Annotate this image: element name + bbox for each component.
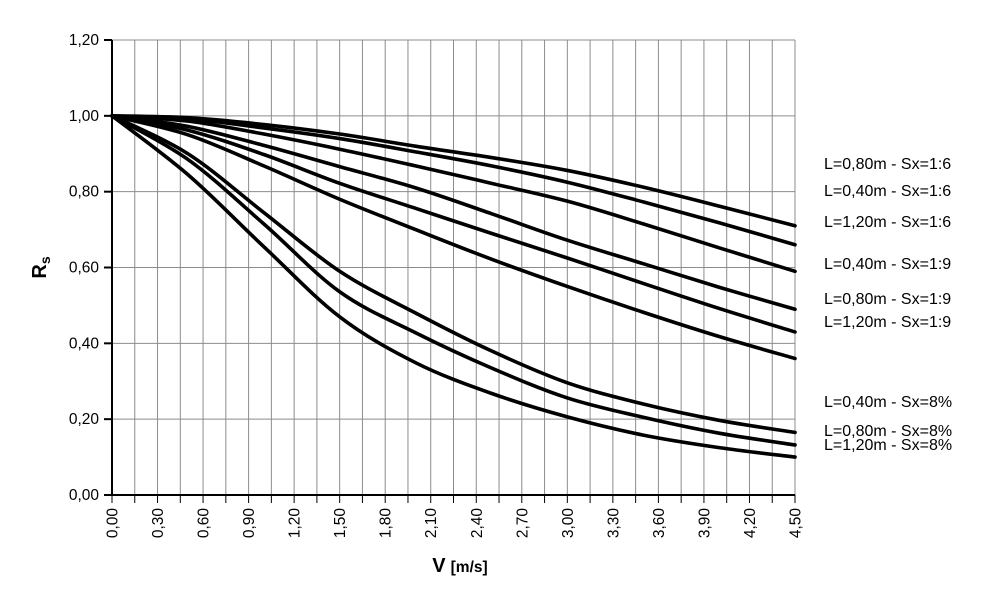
y-tick-label: 0,80 — [69, 184, 100, 201]
x-tick-label: 3,60 — [651, 508, 668, 539]
y-tick-label: 0,60 — [69, 260, 100, 277]
x-tick-label: 2,40 — [469, 508, 486, 539]
series-curve-6 — [110, 114, 797, 435]
curves — [110, 114, 797, 459]
x-tick-label: 3,90 — [696, 508, 713, 539]
x-tick-label: 2,10 — [423, 508, 440, 539]
x-tick-label: 1,50 — [332, 508, 349, 539]
y-tick-label: 0,20 — [69, 411, 100, 428]
tick-labels: 0,00 0,20 0,40 0,60 0,80 1,00 1,20 0,00 0,30 0,60… — [69, 32, 805, 538]
y-axis-title: Rs — [29, 256, 53, 278]
x-tick-label: 0,00 — [105, 508, 122, 539]
series-curve-0 — [110, 114, 797, 228]
series-curve-4 — [110, 114, 797, 334]
series-curve-8 — [110, 114, 797, 459]
x-axis-title: V [m/s] — [432, 555, 487, 577]
y-tick-label: 1,00 — [69, 108, 100, 125]
x-tick-label: 2,70 — [514, 508, 531, 539]
series-curve-2 — [110, 114, 797, 274]
x-tick-label: 3,30 — [605, 508, 622, 539]
x-tick-label: 1,20 — [287, 508, 304, 539]
x-tick-label: 0,90 — [241, 508, 258, 539]
series-curve-1 — [110, 114, 797, 247]
series-curve-7 — [110, 114, 797, 447]
x-tick-label: 0,30 — [150, 508, 167, 539]
x-tick-label: 0,60 — [196, 508, 213, 539]
x-tick-label: 4,20 — [742, 508, 759, 539]
y-tick-label: 0,40 — [69, 335, 100, 352]
gridlines — [112, 39, 796, 495]
series-curve-5 — [110, 114, 797, 361]
x-tick-label: 3,00 — [560, 508, 577, 539]
axes — [104, 39, 796, 503]
y-tick-label: 0,00 — [69, 487, 100, 504]
series-curve-3 — [110, 114, 797, 312]
x-tick-label: 4,50 — [788, 508, 805, 539]
y-tick-label: 1,20 — [69, 32, 100, 49]
x-tick-label: 1,80 — [378, 508, 395, 539]
